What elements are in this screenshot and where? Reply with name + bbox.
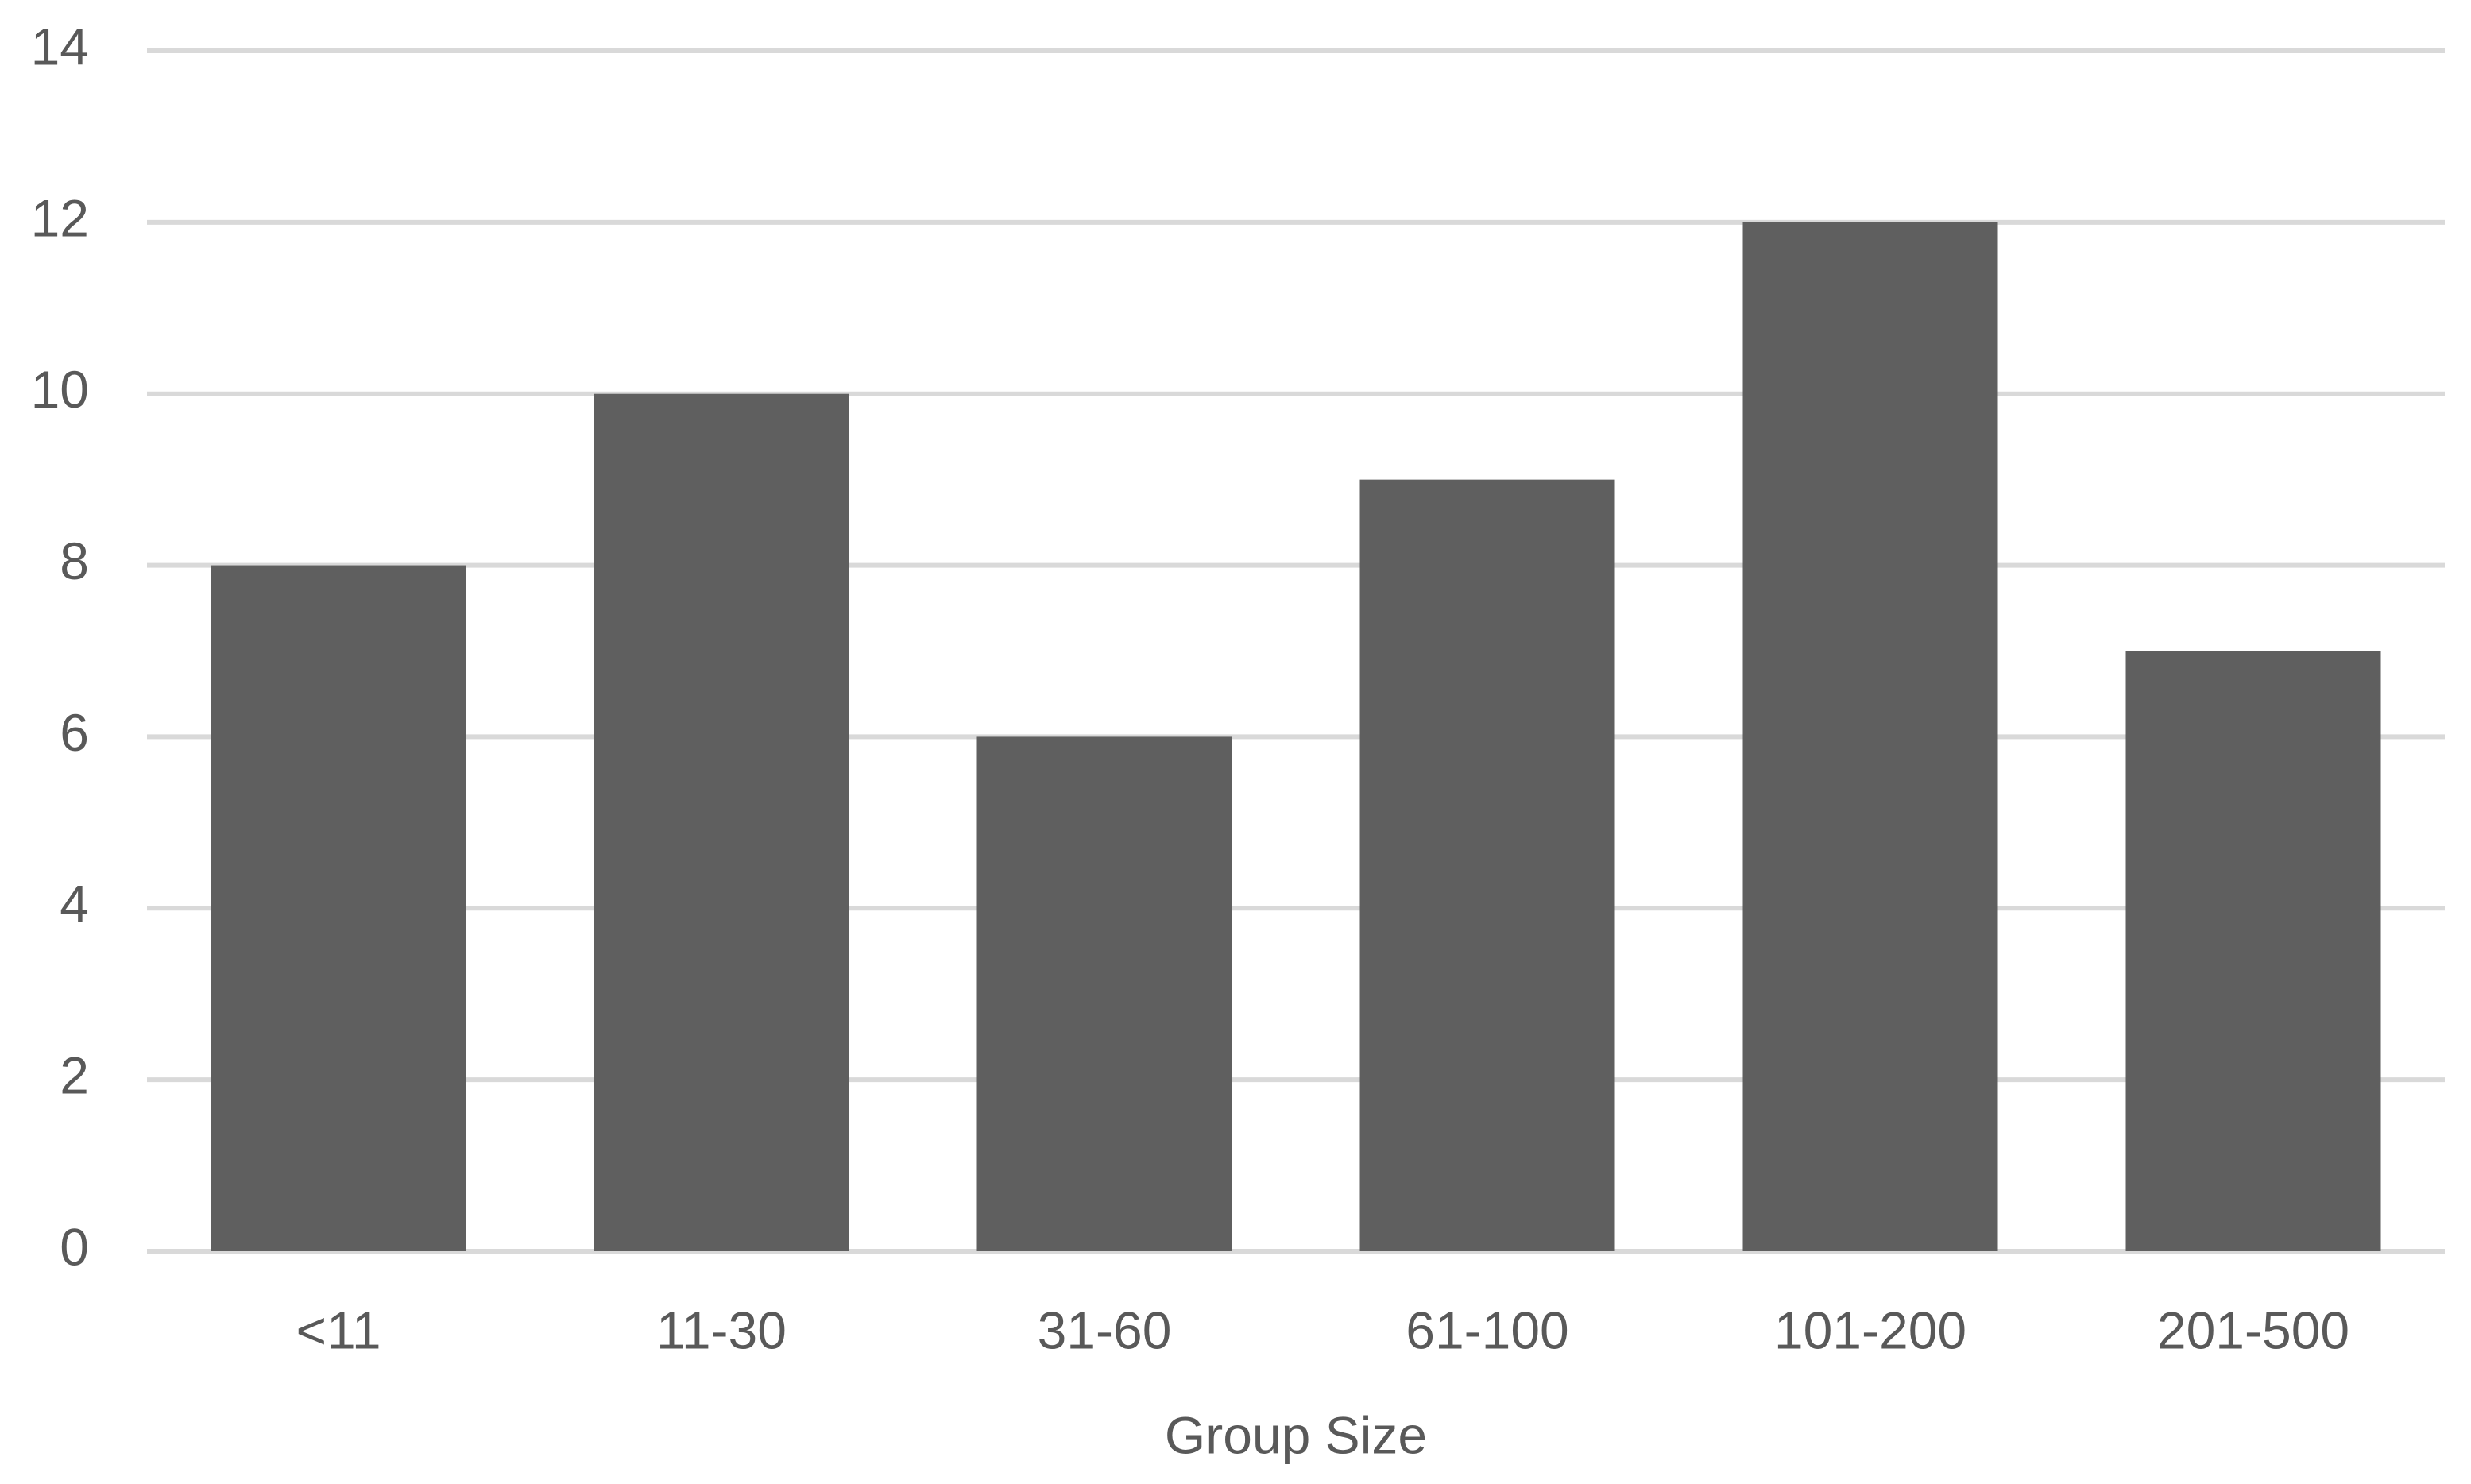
bar <box>1359 479 1615 1251</box>
y-tick-label: 8 <box>60 531 89 590</box>
bar <box>2125 651 2381 1251</box>
x-tick-label: <11 <box>296 1300 381 1359</box>
y-tick-label: 6 <box>60 703 89 762</box>
x-tick-label: 61-100 <box>1406 1300 1569 1359</box>
y-tick-label: 12 <box>31 188 89 247</box>
x-tick-label: 31-60 <box>1038 1300 1172 1359</box>
bar <box>1742 222 1998 1251</box>
x-axis-title: Group Size <box>1165 1405 1427 1464</box>
x-tick-label: 101-200 <box>1774 1300 1966 1359</box>
y-tick-label: 4 <box>60 875 89 933</box>
y-tick-label: 2 <box>60 1046 89 1105</box>
bar <box>976 736 1232 1251</box>
bar <box>211 565 466 1251</box>
x-tick-label: 11-30 <box>656 1300 787 1359</box>
y-tick-label: 14 <box>31 17 89 75</box>
y-tick-label: 0 <box>60 1217 89 1276</box>
bar <box>594 393 849 1251</box>
x-tick-label: 201-500 <box>2157 1300 2349 1359</box>
y-tick-label: 10 <box>31 360 89 419</box>
